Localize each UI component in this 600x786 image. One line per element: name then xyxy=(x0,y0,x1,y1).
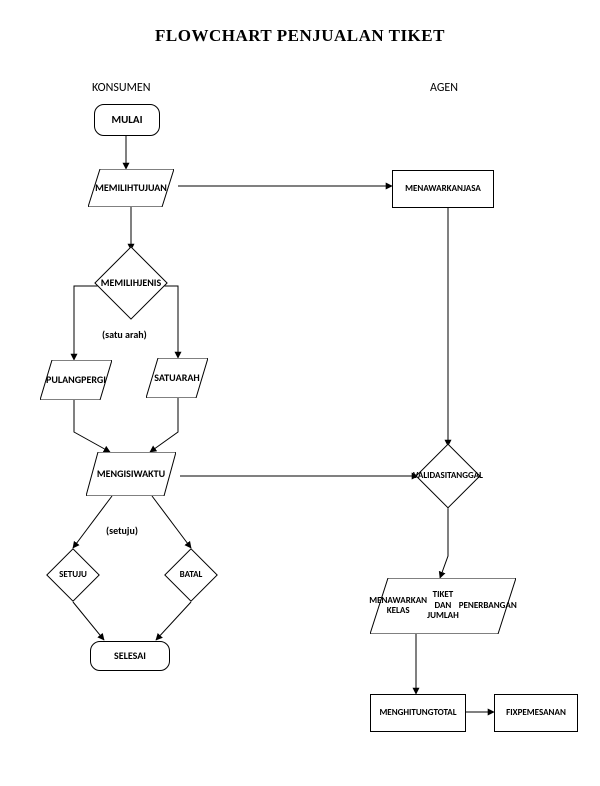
lane-header-agen: AGEN xyxy=(430,81,458,95)
node-waktu: MENGISIWAKTU xyxy=(86,452,176,496)
edge-label-setuju_lbl: (setuju) xyxy=(106,524,138,537)
e-waktu-batal xyxy=(152,496,191,548)
node-jasa: MENAWARKANJASA xyxy=(392,170,494,208)
flowchart-canvas: FLOWCHART PENJUALAN TIKET KONSUMEN AGEN … xyxy=(0,0,600,786)
e-pp-waktu xyxy=(74,400,110,452)
node-sa: SATUARAH xyxy=(146,358,208,398)
lane-header-konsumen: KONSUMEN xyxy=(92,81,150,95)
node-jenis: MEMILIHJENIS xyxy=(105,257,157,309)
node-setuju: SETUJU xyxy=(54,556,92,594)
node-batal: BATAL xyxy=(172,556,210,594)
e-sa-waktu xyxy=(150,398,178,452)
e-batal-selesai xyxy=(156,602,191,640)
edge-label-satuarah_lbl: (satu arah) xyxy=(102,328,147,341)
node-pp: PULANGPERGI xyxy=(40,360,112,400)
e-waktu-setuju xyxy=(73,496,112,548)
page-title: FLOWCHART PENJUALAN TIKET xyxy=(0,26,600,46)
e-setuju-selesai xyxy=(73,602,104,640)
node-fix: FIXPEMESANAN xyxy=(494,694,578,732)
node-total: MENGHITUNGTOTAL xyxy=(370,694,466,732)
node-kelas: MENAWARKAN KELASTIKET DAN JUMLAHPENERBAN… xyxy=(370,578,516,634)
node-tujuan: MEMILIHTUJUAN xyxy=(88,169,174,207)
node-selesai: SELESAI xyxy=(90,641,170,671)
node-mulai: MULAI xyxy=(94,104,160,136)
node-validasi: VALIDASITANGGAL xyxy=(425,453,471,499)
e-validasi-kelas xyxy=(440,506,448,578)
